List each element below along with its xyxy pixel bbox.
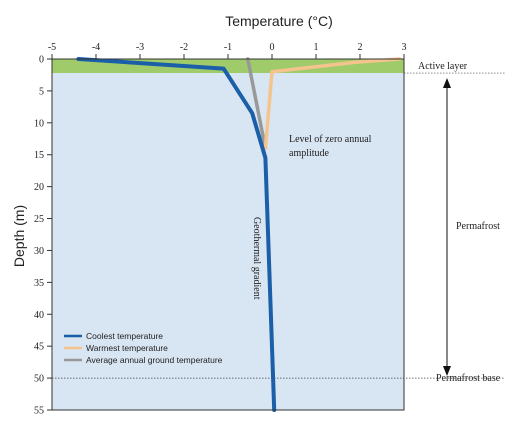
y-tick-label: 20: [34, 182, 44, 193]
series-line-warmest: [263, 57, 402, 151]
x-tick-label: 1: [314, 42, 319, 53]
permafrost-label: Permafrost: [456, 221, 500, 232]
y-tick-label: 30: [34, 246, 44, 257]
y-tick-label: 35: [34, 278, 44, 289]
zero-amplitude-label-line1: Level of zero annual: [289, 134, 372, 145]
y-axis-label: Depth (m): [11, 205, 27, 267]
y-tick-label: 55: [34, 406, 44, 417]
x-tick-label: -3: [136, 42, 144, 53]
x-tick-label: 0: [270, 42, 275, 53]
series-line-average: [246, 57, 268, 151]
legend-label-warmest: Warmest temperature: [86, 343, 168, 353]
permafrost-base-label: Permafrost base: [436, 373, 501, 384]
series-line-coolest: [76, 57, 277, 412]
x-tick-label: -2: [180, 42, 188, 53]
y-tick-label: 50: [34, 374, 44, 385]
x-tick-label: 2: [358, 42, 363, 53]
y-tick-label: 10: [34, 118, 44, 129]
x-tick-label: -1: [224, 42, 232, 53]
x-tick-label: -5: [48, 42, 56, 53]
legend-label-coolest: Coolest temperature: [86, 331, 163, 341]
chart-title: Temperature (°C): [225, 13, 333, 29]
y-tick-label: 15: [34, 150, 44, 161]
y-tick-label: 40: [34, 310, 44, 321]
active-layer-label: Active layer: [418, 61, 468, 72]
y-tick-label: 45: [34, 342, 44, 353]
permafrost-band: [52, 73, 404, 410]
y-tick-label: 25: [34, 214, 44, 225]
permafrost-extent-arrow: [443, 78, 451, 376]
legend: Coolest temperature Warmest temperature …: [64, 331, 223, 365]
zero-amplitude-label-line2: amplitude: [289, 148, 330, 159]
x-tick-label: 3: [402, 42, 407, 53]
y-tick-label: 5: [39, 86, 44, 97]
legend-label-average: Average annual ground temperature: [86, 355, 223, 365]
x-tick-label: -4: [92, 42, 100, 53]
geothermal-gradient-label: Geothermal gradient: [251, 217, 262, 300]
y-tick-label: 0: [39, 55, 44, 66]
